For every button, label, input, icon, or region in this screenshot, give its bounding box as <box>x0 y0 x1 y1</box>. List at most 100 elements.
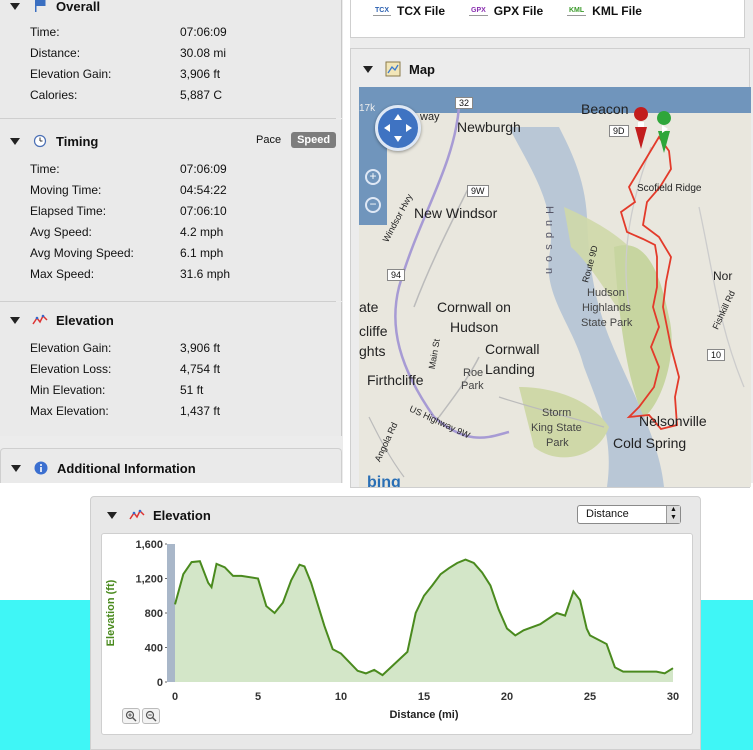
map-label-storm-king-1: Storm <box>542 407 572 419</box>
additional-info-section: Additional Information <box>0 448 342 483</box>
stat-value: 4,754 ft <box>180 362 221 376</box>
section-divider <box>0 118 336 119</box>
map-label-ate: ate <box>359 299 379 315</box>
stat-value: 4.2 mph <box>180 225 224 239</box>
disclosure-triangle-icon[interactable] <box>10 316 20 324</box>
stat-label: Time: <box>30 162 60 176</box>
elevation-chart-title: Elevation <box>153 507 211 523</box>
range-scrubber <box>167 544 175 682</box>
stat-row: Elapsed Time: 07:06:10 <box>30 204 300 222</box>
disclosure-triangle-icon[interactable] <box>107 511 117 519</box>
stat-label: Elevation Loss: <box>30 362 112 376</box>
pan-arrows-icon <box>384 114 412 142</box>
map-pan-control[interactable] <box>375 105 421 151</box>
gpx-export-link[interactable]: GPX GPX File <box>469 2 543 20</box>
map-label-cliffe: cliffe <box>359 323 388 339</box>
stat-value: 5,887 C <box>180 88 223 102</box>
elevation-header[interactable]: Elevation <box>10 310 114 330</box>
route-badge-94: 94 <box>387 269 406 281</box>
map-zoom-out-button[interactable]: − <box>365 197 381 213</box>
stat-label: Time: <box>30 25 60 39</box>
elevation-area <box>175 559 673 682</box>
stat-row: Avg Moving Speed: 6.1 mph <box>30 246 300 264</box>
stat-row: Elevation Loss: 4,754 ft <box>30 362 300 380</box>
map-label-roe-park-1: Roe <box>463 367 484 379</box>
zoom-in-icon <box>125 710 137 722</box>
elevation-chart-panel: Elevation Distance ▲ ▼ 0 400 800 1,200 1,600 0… <box>90 496 701 750</box>
map-header[interactable]: Map <box>363 59 435 79</box>
stat-label: Elevation Gain: <box>30 341 112 355</box>
map-label-new-windsor: New Windsor <box>414 205 498 221</box>
gpx-export-label: GPX File <box>493 4 544 18</box>
map-label-scofield: Scofield Ridge <box>637 183 702 194</box>
additional-info-title: Additional Information <box>57 460 196 476</box>
map-label-cornwall-landing-1: Cornwall <box>485 341 540 357</box>
stat-row: Elevation Gain: 3,906 ft <box>30 67 300 85</box>
bing-logo: bing <box>367 474 401 487</box>
additional-info-header[interactable]: Additional Information <box>11 458 196 478</box>
map-canvas <box>359 87 751 487</box>
tcx-file-icon: TCX <box>373 7 391 16</box>
route-badge-32: 32 <box>455 97 474 109</box>
elevation-title: Elevation <box>56 312 114 328</box>
elevation-graph-icon <box>32 312 48 328</box>
stat-value: 1,437 ft <box>180 404 221 418</box>
stat-row: Moving Time: 04:54:22 <box>30 183 300 201</box>
elevation-chart-header[interactable]: Elevation <box>107 505 211 525</box>
y-tick-label: 800 <box>145 608 163 620</box>
section-divider <box>0 301 336 302</box>
map-label-hhsp-3: State Park <box>581 317 633 329</box>
clock-icon <box>32 133 48 149</box>
map-label-storm-king-3: Park <box>546 437 569 449</box>
flag-icon <box>32 0 48 14</box>
speed-button[interactable]: Speed <box>291 132 337 148</box>
chart-zoom-in-button[interactable] <box>122 708 140 724</box>
stat-value: 3,906 ft <box>180 67 221 81</box>
disclosure-triangle-icon[interactable] <box>10 137 20 145</box>
stat-row: Max Elevation: 1,437 ft <box>30 404 300 422</box>
overall-header[interactable]: Overall <box>10 0 100 16</box>
tcx-export-link[interactable]: TCX TCX File <box>373 2 445 20</box>
pace-button[interactable]: Pace <box>256 134 282 146</box>
stat-label: Max Elevation: <box>30 404 109 418</box>
kml-file-icon: KML <box>567 7 587 16</box>
pace-speed-toggle: Pace Speed <box>252 132 337 148</box>
map-label-firthcliffe: Firthcliffe <box>367 372 424 388</box>
export-bar: TCX TCX File GPX GPX File KML KML File <box>350 0 745 38</box>
zoom-out-icon: − <box>369 197 377 211</box>
kml-export-link[interactable]: KML KML File <box>567 2 642 20</box>
zoom-in-icon: + <box>369 169 377 183</box>
x-axis-select-value: Distance <box>586 508 629 520</box>
disclosure-triangle-icon[interactable] <box>11 464 21 472</box>
map-label-cold-spring: Cold Spring <box>613 435 687 451</box>
disclosure-triangle-icon[interactable] <box>363 65 373 73</box>
stat-value: 07:06:10 <box>180 204 227 218</box>
overall-title: Overall <box>56 0 101 14</box>
x-tick-label: 10 <box>335 691 347 703</box>
x-tick-label: 30 <box>667 691 679 703</box>
disclosure-triangle-icon[interactable] <box>10 2 20 10</box>
map-panel: Map <box>350 48 751 488</box>
map-label-hhsp-2: Highlands <box>582 302 631 314</box>
map-icon <box>385 61 401 77</box>
map-title: Map <box>409 61 435 77</box>
timing-header[interactable]: Timing <box>10 131 98 151</box>
background-strip-left <box>0 600 90 750</box>
elevation-section: Elevation Elevation Gain: 3,906 ft Elevat… <box>0 302 342 436</box>
map-label-hudson-river: Hudson <box>542 206 555 280</box>
chart-zoom-out-button[interactable] <box>142 708 160 724</box>
map-label-cornwall-landing-2: Landing <box>485 361 535 377</box>
x-axis-select[interactable]: Distance ▲ ▼ <box>577 505 681 524</box>
stat-value: 30.08 mi <box>180 46 227 60</box>
stat-row: Elevation Gain: 3,906 ft <box>30 341 300 359</box>
route-badge-10: 10 <box>707 349 726 361</box>
map-view[interactable]: 17k way Beacon Newburgh New Windsor Scof… <box>359 87 751 487</box>
y-tick-label: 0 <box>157 677 163 689</box>
x-tick-label: 0 <box>172 691 178 703</box>
stat-row: Avg Speed: 4.2 mph <box>30 225 300 243</box>
stat-label: Min Elevation: <box>30 383 106 397</box>
stat-label: Calories: <box>30 88 78 102</box>
elevation-chart-svg: 0 400 800 1,200 1,600 0 5 10 15 20 25 30 Distance (m… <box>105 539 679 721</box>
map-zoom-in-button[interactable]: + <box>365 169 381 185</box>
stat-row: Time: 07:06:09 <box>30 162 300 180</box>
